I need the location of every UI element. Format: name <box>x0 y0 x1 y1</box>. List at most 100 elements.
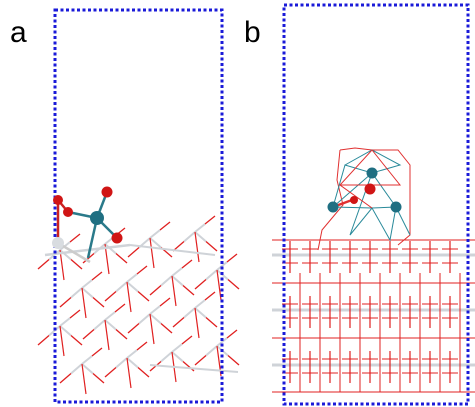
bond <box>182 260 192 268</box>
bond <box>227 330 237 338</box>
atom-o <box>102 187 113 198</box>
bond <box>92 348 102 356</box>
bond <box>217 270 221 300</box>
bond <box>183 286 194 296</box>
bond <box>71 336 82 346</box>
bond <box>115 304 125 312</box>
bond <box>116 254 127 264</box>
bond <box>116 330 127 340</box>
atom-metal <box>328 202 339 213</box>
bond <box>127 358 131 388</box>
figure: a b <box>0 0 475 407</box>
bond <box>150 238 154 268</box>
bond <box>150 230 160 238</box>
bond <box>161 324 172 334</box>
bond <box>93 374 104 384</box>
bond <box>172 276 176 306</box>
bond <box>205 292 215 300</box>
bond <box>128 324 139 334</box>
atom-metal <box>367 168 378 179</box>
bond <box>71 288 82 298</box>
bond <box>38 260 49 270</box>
bond <box>105 320 109 350</box>
lattice-a <box>38 216 239 394</box>
bond <box>60 298 71 308</box>
bond <box>70 310 80 318</box>
bond <box>130 245 215 255</box>
bond <box>172 268 182 276</box>
bond <box>195 232 199 262</box>
bond <box>138 292 149 302</box>
bond <box>150 286 161 296</box>
bond <box>195 224 205 232</box>
bond <box>38 336 49 346</box>
bond <box>184 308 195 318</box>
atom-o <box>350 196 358 204</box>
atom-si <box>52 237 64 249</box>
bond <box>94 320 105 330</box>
bond <box>60 250 64 280</box>
bond <box>71 364 82 374</box>
bond <box>195 300 205 308</box>
bond <box>137 266 147 274</box>
bond <box>227 254 237 262</box>
bond <box>161 276 172 286</box>
bond <box>82 356 92 364</box>
bond <box>127 274 137 282</box>
panel-label: a <box>10 16 27 49</box>
bond <box>116 358 127 368</box>
bond <box>93 298 104 308</box>
atom-metal <box>90 211 104 225</box>
bond <box>105 312 115 320</box>
bond <box>128 248 139 258</box>
bond <box>161 352 172 362</box>
atom-o <box>112 233 123 244</box>
bond <box>160 298 170 306</box>
bond <box>182 336 192 344</box>
bond <box>139 314 150 324</box>
bond <box>82 364 86 394</box>
bond <box>70 234 80 242</box>
bond <box>206 346 217 356</box>
bond <box>150 314 154 344</box>
atom-metal <box>391 202 402 213</box>
bond <box>228 280 239 290</box>
bond <box>183 362 194 372</box>
bond <box>92 272 102 280</box>
panel-label: b <box>244 16 261 49</box>
bond <box>60 374 71 384</box>
bond <box>82 280 92 288</box>
atom-o <box>365 184 376 195</box>
lattice-b <box>272 240 475 392</box>
bond <box>172 344 182 352</box>
bond <box>228 356 239 366</box>
bond <box>71 260 82 270</box>
atom-o <box>63 207 73 217</box>
bond <box>138 368 149 378</box>
bond <box>150 306 160 314</box>
bond <box>127 282 131 312</box>
bond <box>105 292 116 302</box>
bond <box>206 318 217 328</box>
bond <box>195 356 206 366</box>
bond <box>116 282 127 292</box>
bond <box>318 150 343 250</box>
bond <box>60 318 70 326</box>
bond <box>83 330 94 340</box>
bond <box>206 242 217 252</box>
cluster-b <box>318 148 410 250</box>
bond <box>195 280 206 290</box>
bond <box>184 232 195 242</box>
atom-o <box>53 195 63 205</box>
bond <box>160 222 170 230</box>
bond <box>60 326 64 356</box>
bond <box>127 350 137 358</box>
bond <box>137 342 147 350</box>
bond <box>340 148 410 245</box>
bond <box>82 288 86 318</box>
bond <box>105 368 116 378</box>
bond <box>206 270 217 280</box>
bond <box>173 318 184 328</box>
bond <box>195 308 199 338</box>
bond <box>205 216 215 224</box>
